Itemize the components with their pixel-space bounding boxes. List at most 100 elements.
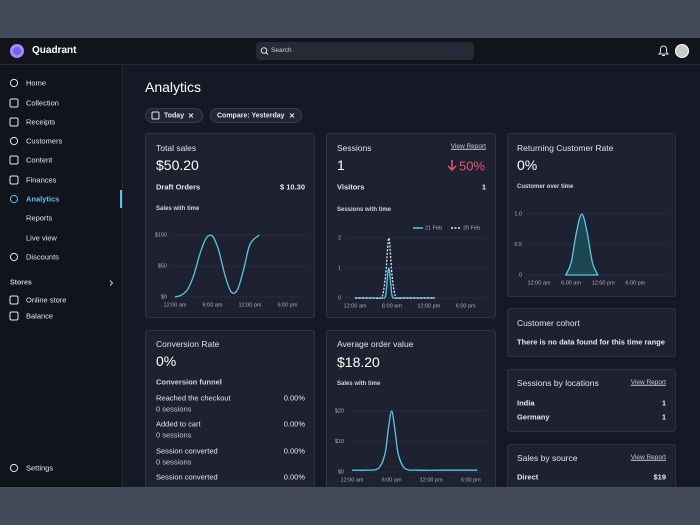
search-icon [260,47,268,54]
funnel-step: Session converted [156,445,218,455]
x-tick-label: 12:00 pm [417,303,440,309]
funnel-step: Added to cart [156,419,201,429]
icon [9,194,19,204]
card [145,133,315,318]
icon [9,78,19,88]
legend-label: 20 Feb [463,225,480,231]
metric-value: 0% [156,353,177,369]
bottom-band [0,487,700,525]
page-title: Analytics [145,79,202,95]
nav-item[interactable]: Analytics [26,194,60,204]
bell-icon [658,45,669,56]
x-tick-label: 12:00 am [164,302,187,308]
card [326,330,496,500]
y-tick-label: 0 [338,295,341,301]
nav-item[interactable]: Finances [26,175,57,185]
icon [9,117,19,127]
funnel-pct: 0.00% [283,419,305,429]
x-tick-label: 6:00 am [382,303,402,309]
close-icon [289,113,295,118]
x-tick-label: 6:00 pm [461,477,481,483]
card-title: Conversion Rate [156,338,220,349]
sidebar [0,65,123,487]
y-tick-label: $0 [161,294,167,300]
chart-title: Customer over time [517,184,574,190]
line [354,237,435,299]
row-value: $ 10.30 [279,182,305,192]
y-tick-label: 1.0 [514,211,522,217]
x-tick-label: 6:00 pm [625,280,645,286]
down-arrow [447,160,457,172]
y-tick-label: 0.5 [514,242,522,248]
nav-item[interactable]: Collection [26,98,59,108]
x-tick-label: 12:00 pm [592,280,615,286]
card-title: Sessions [337,142,372,153]
avatar[interactable] [675,44,689,58]
row-value: $19 [653,472,666,482]
icon [9,463,19,473]
card [145,330,315,500]
card-title: Average order value [337,338,414,349]
funnel-step: Session converted [156,472,218,482]
row-label: Draft Orders [156,182,201,192]
y-tick-label: $20 [335,408,344,414]
funnel-pct: 0.00% [283,472,305,482]
funnel-step: Reached the checkout [156,393,231,403]
chart-title: Sales with time [156,206,200,212]
x-tick-label: 12:00 am [344,303,367,309]
card-title: Sales by source [517,452,578,463]
filter-chip[interactable] [145,108,203,123]
x-tick-label: 12:00 pm [239,302,262,308]
y-tick-label: 1 [338,265,341,271]
search[interactable] [256,42,474,60]
logo [10,44,24,58]
filter-chip[interactable] [210,108,302,123]
view-report-link[interactable]: View Report [630,453,666,461]
nav-item[interactable]: Discounts [26,252,59,262]
nav-item[interactable]: Customers [26,136,63,146]
metric-value: 0% [517,157,538,173]
x-tick-label: 6:00 pm [278,302,298,308]
nav-item[interactable]: Home [26,78,47,88]
row-value: 1 [661,398,666,408]
icon [9,252,19,262]
nav-item[interactable]: Online store [26,295,67,305]
filter-label: Compare: Yesterday [217,112,285,119]
card-title: Returning Customer Rate [517,142,614,153]
view-report-link[interactable]: View Report [630,378,666,386]
x-tick-label: 6:00 am [382,477,402,483]
view-report-link[interactable]: View Report [450,142,486,150]
nav-item[interactable]: Content [26,155,53,165]
row-label: India [517,398,535,408]
y-tick-label: $100 [155,232,167,238]
icon [9,98,19,108]
nav-item[interactable]: Live view [26,233,57,243]
y-tick-label: 2 [338,235,341,241]
filter-label: Today [164,112,185,119]
x-tick-label: 6:00 pm [456,303,476,309]
icon [9,311,19,321]
y-tick-label: $0 [338,469,344,475]
line [174,234,260,298]
nav-item[interactable]: Balance [26,311,54,321]
card-title: Total sales [156,142,197,153]
change-value: 50% [458,158,485,173]
chevron [109,280,114,286]
x-tick-label: 12:00 am [341,477,364,483]
card [507,133,676,297]
funnel-pct: 0.00% [283,445,305,455]
nav-item[interactable]: Settings [26,463,54,473]
funnel-pct: 0.00% [283,393,305,403]
card-title: Sessions by locations [517,377,599,388]
chart-title: Sales with time [337,381,381,387]
x-tick-label: 12:00 pm [420,477,443,483]
card [507,308,676,357]
funnel-sessions: 0 sessions [156,430,192,440]
card [507,369,676,432]
nav-item[interactable]: Reports [26,213,53,223]
legend-label: 21 Feb [425,225,442,231]
icon [9,295,19,305]
nav-item[interactable]: Receipts [26,117,56,127]
top-band [0,0,700,38]
